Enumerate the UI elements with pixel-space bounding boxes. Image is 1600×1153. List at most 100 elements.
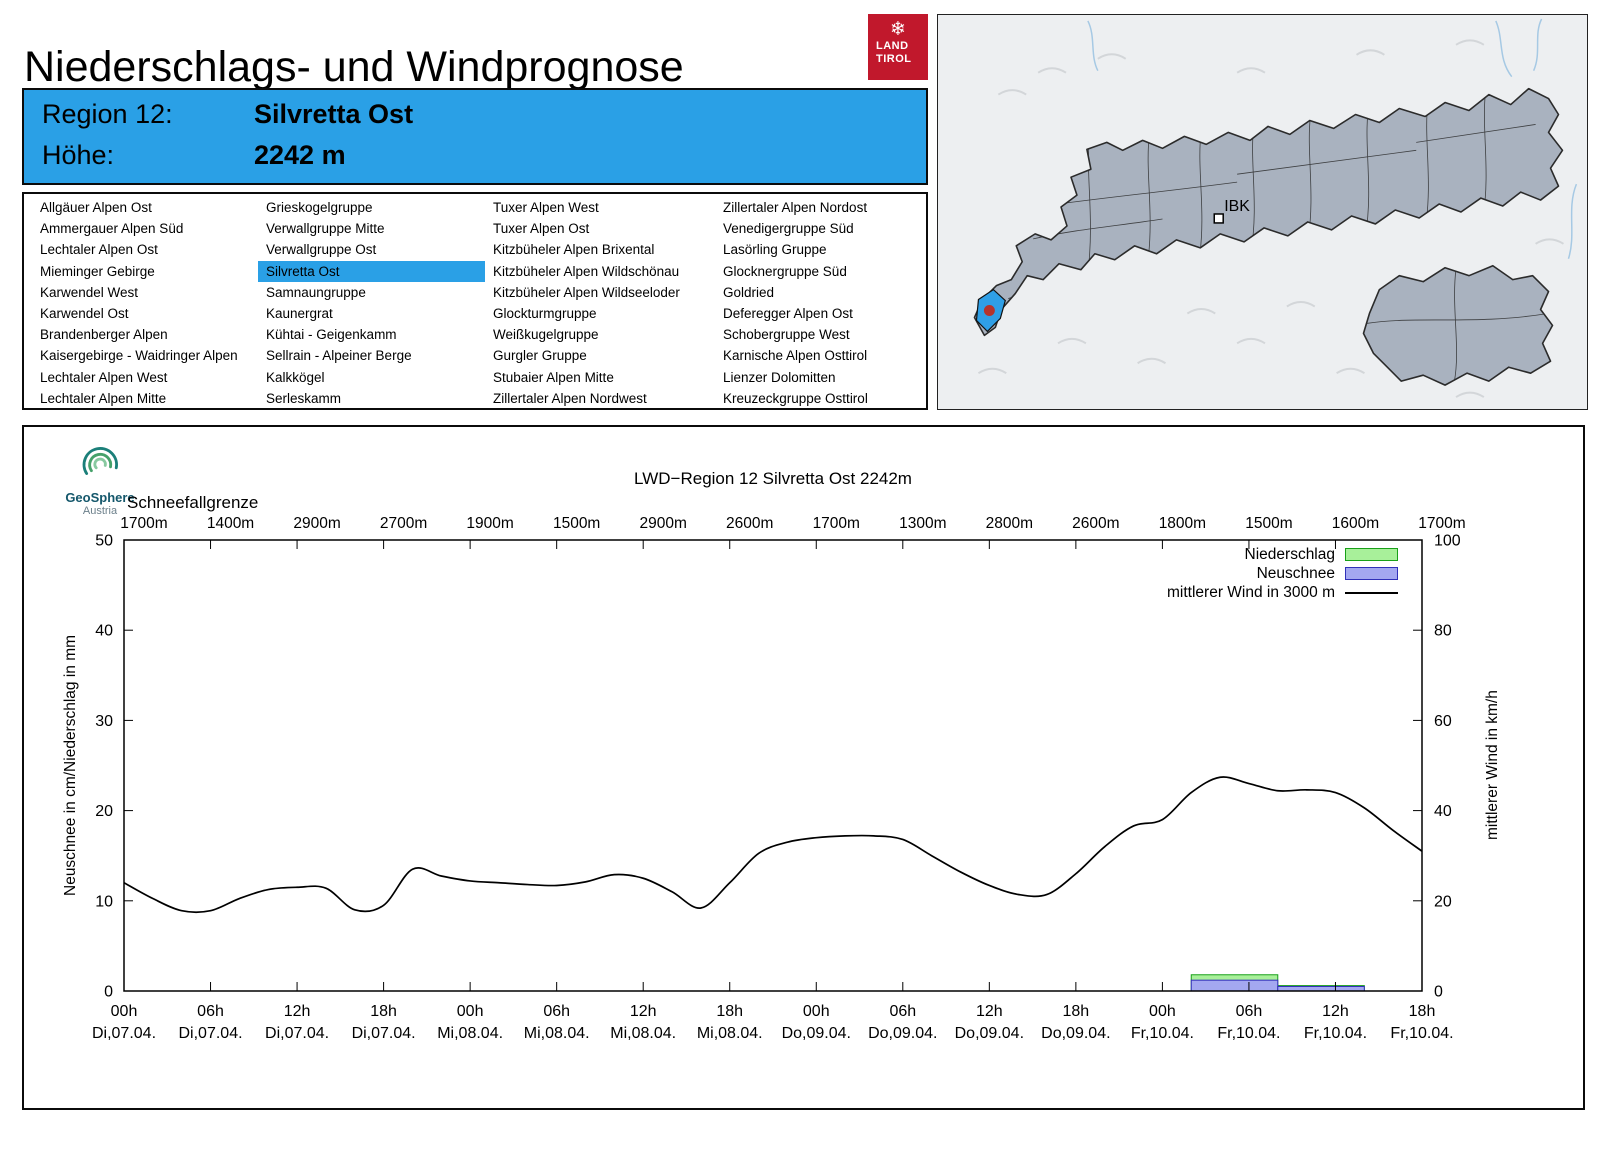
snowline-value: 2600m — [726, 515, 773, 532]
y-tick-left-label: 10 — [95, 893, 113, 910]
x-tick-hour-label: 00h — [1149, 1003, 1176, 1020]
region-list-column-3: Tuxer Alpen West Tuxer Alpen Ost Kitzbühel… — [485, 197, 715, 408]
region-polygon-east-tirol[interactable] — [1362, 264, 1554, 386]
region-list-item[interactable]: Brandenberger Alpen — [40, 327, 168, 343]
x-tick-date-label: Di,07.04. — [265, 1025, 329, 1042]
region-list-column-4: Zillertaler Alpen Nordost Venedigergruppe… — [715, 197, 926, 408]
snowline-value: 1700m — [1418, 515, 1465, 532]
region-row: Region 12: Silvretta Ost — [42, 99, 413, 130]
region-list-item[interactable]: Tuxer Alpen Ost — [493, 221, 590, 237]
x-tick-hour-label: 06h — [197, 1003, 224, 1020]
x-tick-date-label: Di,07.04. — [179, 1025, 243, 1042]
y-tick-left-label: 30 — [95, 713, 113, 730]
region-list-column-2: Grieskogelgruppe Verwallgruppe Mitte Verwa… — [258, 197, 485, 408]
region-list-item[interactable]: Kitzbüheler Alpen Wildseeloder — [493, 284, 680, 300]
land-label: LAND — [876, 40, 909, 52]
geosphere-name: GeoSphere — [65, 490, 135, 505]
region-list-item[interactable]: Karnische Alpen Osttirol — [723, 348, 868, 364]
region-list-item[interactable]: Lienzer Dolomitten — [723, 369, 836, 385]
region-list-item[interactable]: Goldried — [723, 284, 775, 300]
x-tick-date-label: Do,09.04. — [782, 1025, 851, 1042]
snowline-label: Schneefallgrenze — [127, 493, 259, 512]
region-list: Allgäuer Alpen Ost Ammergauer Alpen Süd Le… — [22, 192, 928, 410]
snowline-value: 1300m — [899, 515, 946, 532]
x-tick-date-label: Di,07.04. — [352, 1025, 416, 1042]
map-canvas: IBK — [973, 18, 1578, 398]
region-list-item[interactable]: Gurgler Gruppe — [493, 348, 587, 364]
region-info-box: Region 12: Silvretta Ost Höhe: 2242 m — [22, 88, 928, 185]
chart-legend: Niederschlag Neuschnee mittlerer Wind in 3… — [1167, 546, 1398, 601]
geosphere-logo: GeoSphere Austria — [50, 441, 150, 518]
x-tick-hour-label: 18h — [716, 1003, 743, 1020]
tirol-map: IBK — [937, 14, 1588, 410]
snowline-value: 2900m — [293, 515, 340, 532]
river — [1087, 18, 1578, 259]
region-list-item[interactable]: Samnaungruppe — [266, 284, 366, 300]
legend-row: Niederschlag — [1245, 546, 1398, 563]
y-axis-label-left: Neuschnee in cm/Niederschlag in mm — [62, 634, 79, 897]
y-tick-left-label: 40 — [95, 623, 113, 640]
region-list-item[interactable]: Serleskamm — [266, 390, 342, 406]
y-tick-right-label: 60 — [1434, 713, 1452, 730]
x-tick-date-label: Mi,08.04. — [610, 1025, 676, 1042]
x-tick-hour-label: 12h — [630, 1003, 657, 1020]
x-tick-hour-label: 18h — [370, 1003, 397, 1020]
region-list-item[interactable]: Kalkkögel — [266, 369, 325, 385]
region-list-item[interactable]: Stubaier Alpen Mitte — [493, 369, 614, 385]
legend-label: Neuschnee — [1256, 564, 1335, 582]
x-tick-hour-label: 00h — [111, 1003, 138, 1020]
region-list-item[interactable]: Lasörling Gruppe — [723, 242, 827, 258]
region-list-item[interactable]: Lechtaler Alpen West — [40, 369, 168, 385]
geosphere-arcs-icon — [82, 447, 118, 475]
snowline-value: 1500m — [553, 515, 600, 532]
region-list-item[interactable]: Kreuzeckgruppe Osttirol — [723, 390, 868, 406]
x-tick-date-label: Do,09.04. — [955, 1025, 1024, 1042]
legend-row: Neuschnee — [1257, 565, 1398, 582]
region-list-item[interactable]: Mieminger Gebirge — [40, 263, 155, 279]
region-list-item[interactable]: Allgäuer Alpen Ost — [40, 200, 152, 215]
region-list-item[interactable]: Glockturmgruppe — [493, 306, 597, 322]
region-list-item[interactable]: Glocknergruppe Süd — [723, 263, 847, 279]
region-list-item[interactable]: Kaisergebirge - Waidringer Alpen — [40, 348, 238, 364]
region-list-item[interactable]: Zillertaler Alpen Nordost — [723, 200, 868, 215]
region-list-item[interactable]: Kitzbüheler Alpen Brixental — [493, 242, 655, 258]
x-tick-date-label: Mi,08.04. — [437, 1025, 503, 1042]
region-list-item[interactable]: Zillertaler Alpen Nordwest — [493, 390, 647, 406]
region-list-item[interactable]: Ammergauer Alpen Süd — [40, 221, 184, 237]
region-list-item[interactable]: Kitzbüheler Alpen Wildschönau — [493, 263, 680, 279]
region-list-item[interactable]: Lechtaler Alpen Ost — [40, 242, 158, 258]
legend-label: Niederschlag — [1244, 545, 1335, 563]
x-tick-date-label: Fr,10.04. — [1217, 1025, 1280, 1042]
tirol-label: TIROL — [876, 53, 912, 65]
region-list-item[interactable]: Verwallgruppe Mitte — [266, 221, 385, 237]
region-list-item[interactable]: Sellrain - Alpeiner Berge — [266, 348, 412, 364]
region-name: Silvretta Ost — [254, 99, 414, 129]
region-list-item[interactable]: Venedigergruppe Süd — [723, 221, 854, 237]
region-list-item[interactable]: Deferegger Alpen Ost — [723, 306, 853, 322]
page-title: Niederschlags- und Windprognose — [24, 42, 684, 91]
x-tick-date-label: Fr,10.04. — [1131, 1025, 1194, 1042]
legend-swatch — [1345, 591, 1398, 594]
region-list-item[interactable]: Karwendel West — [40, 284, 139, 300]
land-tirol-logo: ❄ LAND TIROL — [868, 14, 928, 80]
region-list-item[interactable]: Kühtai - Geigenkamm — [266, 327, 397, 343]
region-list-item[interactable]: Kaunergrat — [266, 306, 333, 322]
region-list-item[interactable]: Weißkugelgruppe — [493, 327, 599, 343]
legend-swatch — [1345, 548, 1398, 561]
legend-label: mittlerer Wind in 3000 m — [1167, 583, 1335, 601]
region-list-item[interactable]: Lechtaler Alpen Mitte — [40, 390, 167, 406]
y-axis-label-right: mittlerer Wind in km/h — [1484, 690, 1501, 841]
region-list-item[interactable]: Silvretta Ost — [258, 260, 485, 282]
terrain-shading — [977, 39, 1565, 398]
y-tick-left-label: 0 — [104, 984, 113, 1001]
region-list-item[interactable]: Karwendel Ost — [40, 306, 129, 322]
region-list-item[interactable]: Verwallgruppe Ost — [266, 242, 377, 258]
snowline-value: 1700m — [120, 515, 167, 532]
region-list-item[interactable]: Grieskogelgruppe — [266, 200, 373, 215]
region-list-item[interactable]: Schobergruppe West — [723, 327, 850, 343]
y-tick-right-label: 80 — [1434, 623, 1452, 640]
plot-frame — [123, 539, 1423, 992]
region-list-item[interactable]: Tuxer Alpen West — [493, 200, 599, 215]
snow-bar — [1190, 979, 1279, 992]
